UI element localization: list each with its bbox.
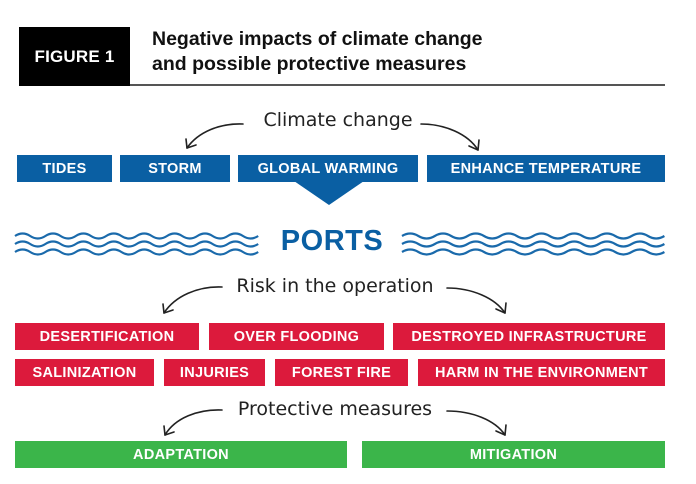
risk-arrow-left-icon [162, 286, 223, 314]
risk-harm-environment: HARM IN THE ENVIRONMENT [418, 359, 665, 386]
measures-label: Protective measures [237, 398, 433, 420]
risk-destroyed-infrastructure: DESTROYED INFRASTRUCTURE [393, 323, 665, 350]
measure-adaptation: ADAPTATION [15, 441, 347, 468]
title-line-2: and possible protective measures [152, 53, 467, 75]
impact-global-warming: GLOBAL WARMING [238, 155, 418, 182]
risk-over-flooding: OVER FLOODING [209, 323, 384, 350]
risk-injuries: INJURIES [164, 359, 265, 386]
risk-salinization: SALINIZATION [15, 359, 154, 386]
risk-forest-fire: FOREST FIRE [275, 359, 408, 386]
figure-title: Negative impacts of climate change and p… [152, 27, 652, 77]
measure-mitigation: MITIGATION [362, 441, 665, 468]
risk-label: Risk in the operation [236, 275, 434, 297]
risk-desertification: DESERTIFICATION [15, 323, 199, 350]
waves-left-icon [14, 232, 259, 256]
risk-arrow-right-icon [446, 287, 507, 314]
title-line-1: Negative impacts of climate change [152, 28, 483, 50]
ports-label: PORTS [280, 225, 384, 257]
impact-enhance-temperature: ENHANCE TEMPERATURE [427, 155, 665, 182]
pointer-triangle-icon [294, 181, 364, 205]
climate-change-label: Climate change [263, 109, 413, 131]
arrow-right-icon [420, 123, 480, 151]
impact-tides: TIDES [17, 155, 112, 182]
header-divider [130, 84, 665, 86]
impact-storm: STORM [120, 155, 230, 182]
waves-right-icon [401, 232, 665, 256]
measures-arrow-left-icon [163, 409, 223, 436]
figure-label: FIGURE 1 [19, 27, 130, 86]
arrow-left-icon [185, 123, 244, 149]
measures-arrow-right-icon [446, 410, 507, 436]
